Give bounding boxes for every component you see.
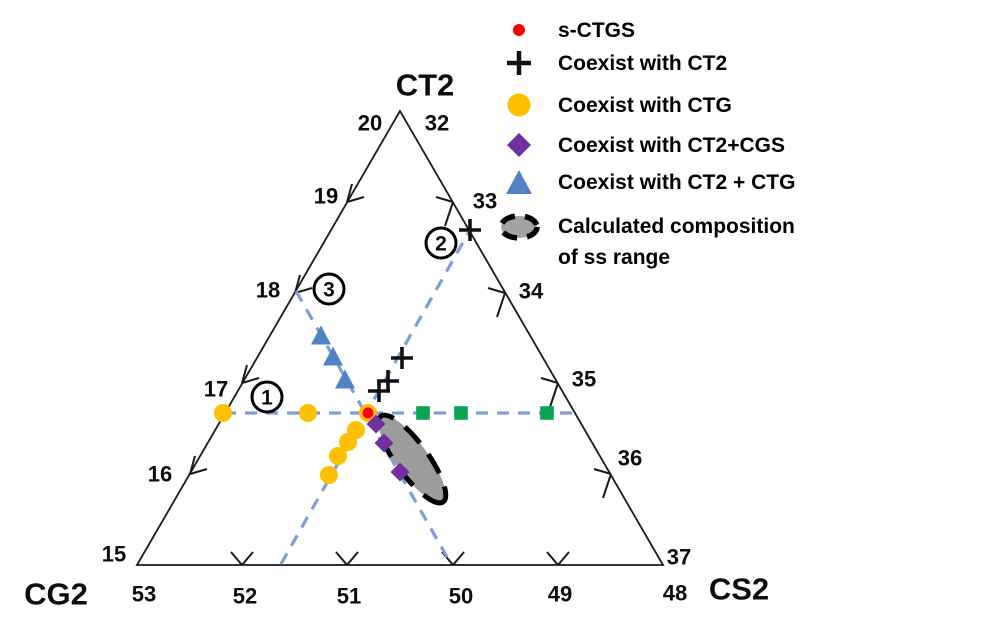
axis-label: 49 — [548, 582, 572, 607]
axis-label: 48 — [663, 581, 687, 606]
series-coexist-with-ct2-ctg — [311, 325, 355, 389]
svg-text:2: 2 — [435, 233, 447, 256]
axis-label: 51 — [337, 584, 361, 609]
series-coexist-with-ctg — [214, 404, 377, 484]
axis-tick-right — [435, 196, 454, 227]
cross-marker — [497, 47, 541, 79]
ellipse-legend-icon — [498, 213, 540, 241]
axis-label: 17 — [204, 377, 228, 402]
axis-label: 18 — [256, 278, 280, 303]
axis-tick-bottom — [335, 551, 359, 566]
triangle-marker — [497, 166, 541, 198]
series-unlabeled-green-squares — [416, 406, 554, 420]
axis-label: 36 — [618, 446, 642, 471]
legend-label: s-CTGS — [558, 18, 636, 42]
dot-legend-icon — [513, 24, 525, 36]
axis-label: 33 — [473, 189, 497, 214]
ss-range-ellipse — [375, 412, 449, 506]
axis-tick-right — [593, 468, 612, 499]
axis-tick-left — [189, 455, 208, 475]
axis-label: 37 — [667, 545, 691, 570]
axis-label: 52 — [233, 584, 257, 609]
region-label-2: 2 — [424, 226, 458, 260]
axis-tick-right — [487, 287, 506, 318]
triangle-frame — [135, 109, 665, 566]
legend-item-1: Coexist with CT2 — [497, 47, 727, 79]
vertex-label-ct2: CT2 — [396, 68, 455, 103]
axis-tick-left — [241, 364, 260, 384]
legend-label: Coexist with CT2 — [558, 51, 728, 75]
series-coexist-with-ct2 — [368, 219, 481, 402]
triangle-legend-icon — [506, 170, 532, 194]
vertex-label-cs2: CS2 — [709, 572, 769, 607]
axis-label: 32 — [425, 111, 449, 136]
axis-label: 53 — [132, 582, 156, 607]
axis-label: 50 — [449, 584, 473, 609]
axis-tick-right — [540, 377, 559, 408]
legend-item-2: Coexist with CTG — [497, 89, 732, 121]
svg-text:1: 1 — [261, 387, 273, 410]
axis-tick-bottom — [230, 551, 254, 566]
dot-marker — [497, 14, 541, 46]
circle-legend-icon — [507, 93, 531, 117]
axis-label: 19 — [314, 184, 338, 209]
legend-label: Coexist with CTG — [558, 93, 732, 117]
axis-label: 15 — [102, 542, 126, 567]
diamond-legend-icon — [507, 133, 531, 157]
axis-label: 16 — [148, 462, 172, 487]
legend-label: Calculated composition of ss range — [558, 215, 795, 269]
series-s-ctgs — [362, 407, 374, 419]
region-label-3: 3 — [312, 272, 346, 306]
axis-tick-bottom — [546, 551, 570, 566]
cross-legend-icon — [507, 51, 531, 75]
axis-label: 20 — [358, 111, 382, 136]
diamond-marker — [497, 129, 541, 161]
axis-tick-left — [346, 183, 365, 203]
legend-item-3: Coexist with CT2+CGS — [497, 129, 785, 161]
legend-item-5: Calculated composition of ss range — [497, 211, 795, 273]
vertex-label-cg2: CG2 — [24, 577, 88, 612]
line-2-constant-right-axis — [279, 229, 472, 565]
legend-label: Coexist with CT2 + CTG — [558, 170, 796, 194]
legend-label: Coexist with CT2+CGS — [558, 133, 785, 157]
axis-label: 35 — [572, 367, 596, 392]
series-coexist-with-ct2-cgs — [366, 414, 410, 482]
circle-marker — [497, 89, 541, 121]
svg-text:3: 3 — [323, 279, 335, 302]
axis-label: 34 — [519, 279, 544, 304]
ellipse-marker — [497, 211, 541, 243]
region-label-1: 1 — [250, 380, 284, 414]
legend-item-0: s-CTGS — [497, 14, 635, 46]
legend-item-4: Coexist with CT2 + CTG — [497, 166, 795, 198]
